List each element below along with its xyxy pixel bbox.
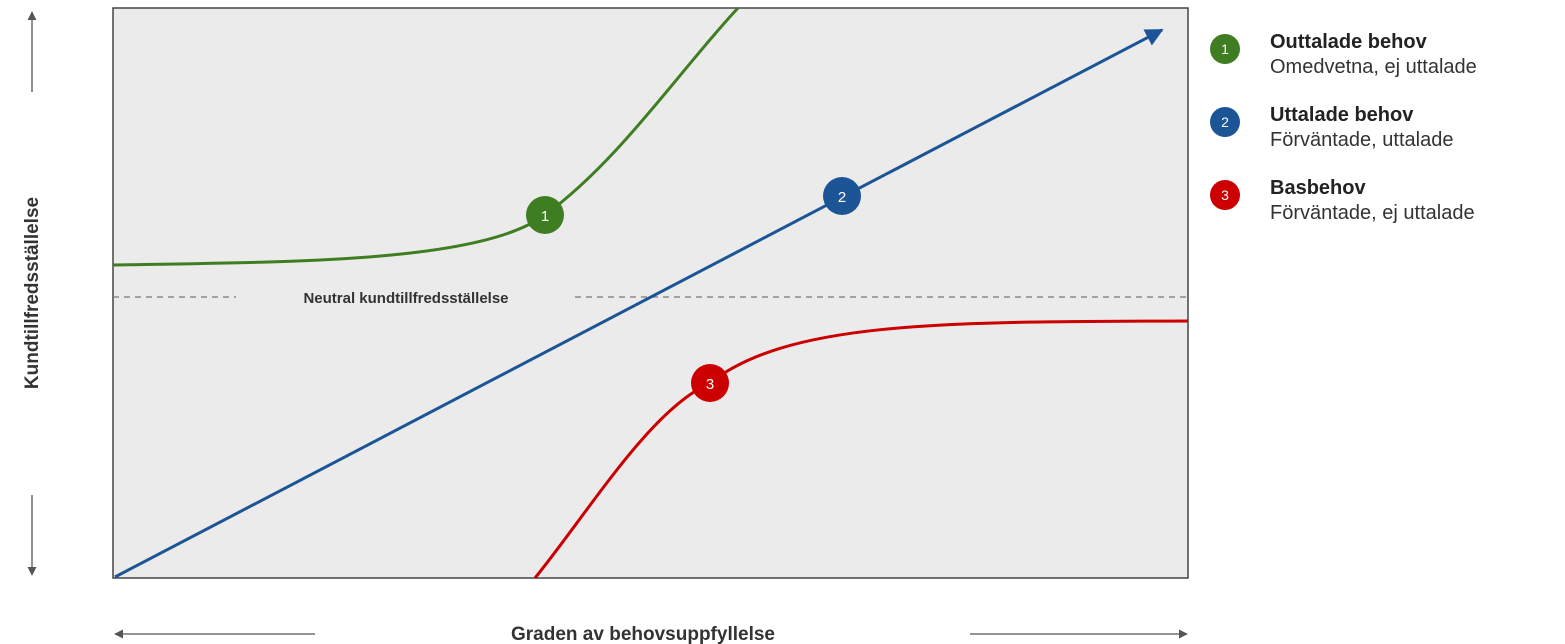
legend-item-spoken-needs: 2 Uttalade behov Förväntade, uttalade	[1210, 103, 1560, 153]
legend: 1 Outtalade behov Omedvetna, ej uttalade…	[1210, 30, 1560, 249]
legend-subtitle-2: Förväntade, uttalade	[1270, 129, 1454, 151]
x-axis-title: Graden av behovsuppfyllelse	[511, 624, 775, 644]
curve-3-basic-needs	[533, 319, 1189, 579]
legend-badge-3: 3	[1210, 180, 1240, 210]
marker-2: 2	[823, 177, 861, 215]
legend-subtitle-3: Förväntade, ej uttalade	[1270, 202, 1475, 224]
legend-badge-2: 2	[1210, 107, 1240, 137]
marker-3: 3	[691, 364, 729, 402]
y-axis-title: Kundtillfredsställelse	[22, 197, 43, 389]
marker-1: 1	[526, 196, 564, 234]
legend-title-3: Basbehov	[1270, 177, 1366, 199]
legend-badge-1: 1	[1210, 34, 1240, 64]
legend-item-basic-needs: 3 Basbehov Förväntade, ej uttalade	[1210, 176, 1560, 226]
marker-3-label: 3	[706, 376, 714, 393]
marker-2-label: 2	[838, 189, 846, 206]
curve-2-spoken-needs	[114, 28, 1164, 579]
legend-item-unspoken-needs: 1 Outtalade behov Omedvetna, ej uttalade	[1210, 30, 1560, 80]
legend-subtitle-1: Omedvetna, ej uttalade	[1270, 56, 1477, 78]
legend-title-2: Uttalade behov	[1270, 104, 1414, 126]
marker-1-label: 1	[541, 208, 549, 225]
legend-title-1: Outtalade behov	[1270, 31, 1427, 53]
neutral-label: Neutral kundtillfredsställelse	[303, 290, 508, 307]
